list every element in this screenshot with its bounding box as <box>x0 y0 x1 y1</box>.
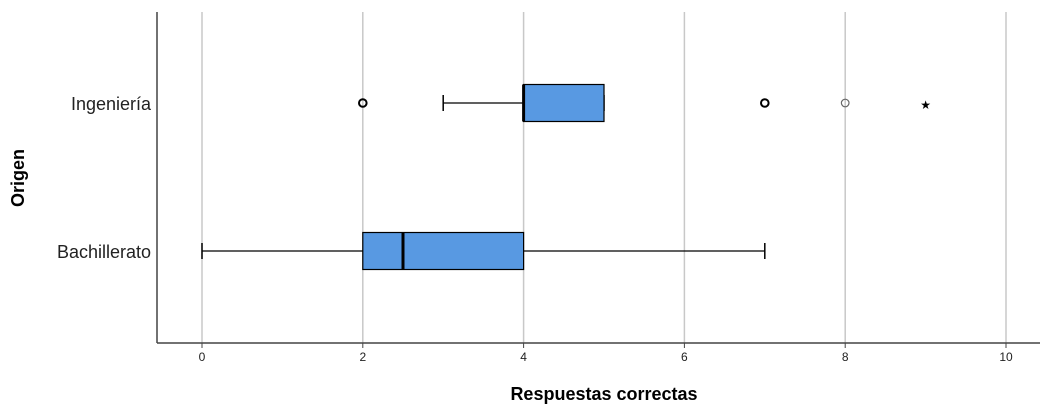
y-axis-title: Origen <box>8 149 28 207</box>
x-tick-label-8: 8 <box>842 350 849 364</box>
extreme-point: ★ <box>920 98 931 112</box>
grid-lines <box>201 12 1007 343</box>
iqr-box <box>522 83 605 123</box>
outlier-point <box>840 98 850 108</box>
outlier-point <box>760 98 770 108</box>
category-labels: Ingeniería Bachillerato <box>57 94 152 262</box>
x-tick-label-2: 2 <box>359 350 366 364</box>
category-label-ingenier-a: Ingeniería <box>71 94 152 114</box>
x-tick-label-4: 4 <box>520 350 527 364</box>
box-group-ingenier-a: ★ <box>358 83 931 123</box>
box-group-bachillerato <box>201 231 766 271</box>
box-series: ★ <box>201 83 931 271</box>
x-axis-ticks: 0 2 4 6 8 10 <box>199 343 1013 364</box>
x-tick-label-0: 0 <box>199 350 206 364</box>
x-axis-title: Respuestas correctas <box>510 384 697 404</box>
x-tick-label-10: 10 <box>999 350 1013 364</box>
x-tick-label-6: 6 <box>681 350 688 364</box>
category-label-bachillerato: Bachillerato <box>57 242 151 262</box>
outlier-point <box>358 98 368 108</box>
iqr-box <box>362 231 525 271</box>
